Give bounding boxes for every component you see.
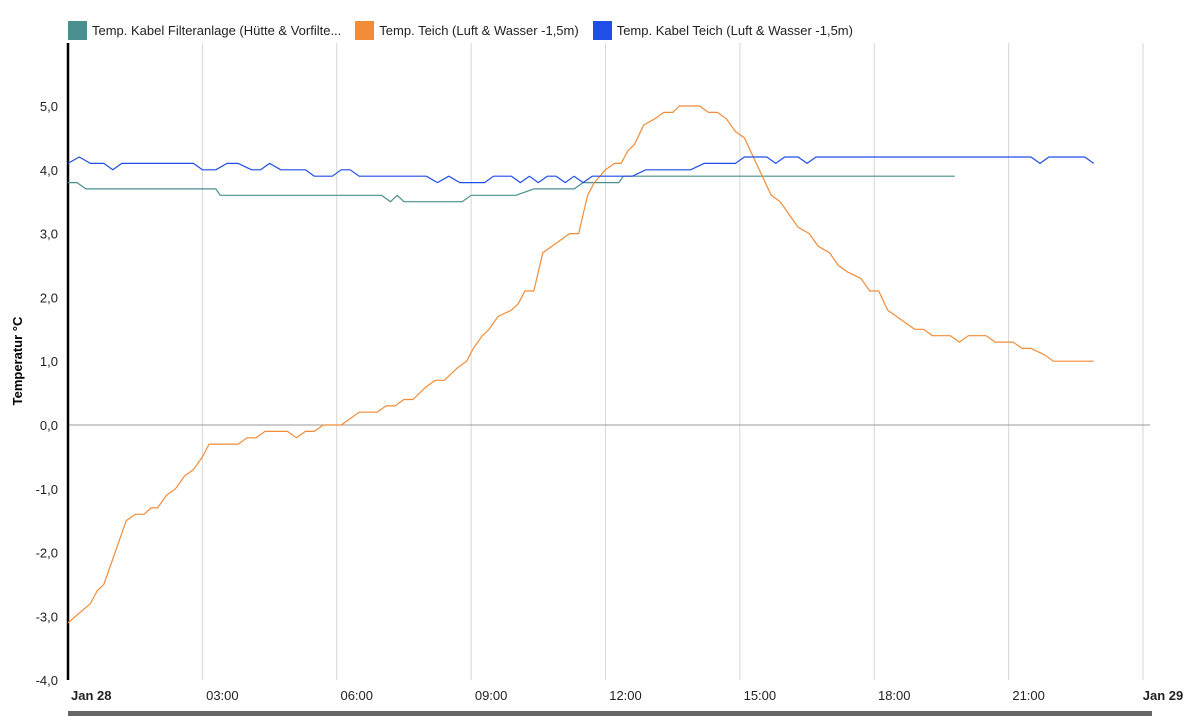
legend-swatch-teich [355, 20, 375, 40]
y-tick-label: -4,0 [36, 673, 58, 688]
series-line-0[interactable] [68, 175, 955, 203]
x-tick-label: 18:00 [878, 688, 911, 703]
legend-label-teich: Temp. Teich (Luft & Wasser -1,5m) [379, 22, 579, 38]
x-tick-label: 21:00 [1012, 688, 1045, 703]
legend-item-filteranlage[interactable]: Temp. Kabel Filteranlage (Hütte & Vorfil… [68, 20, 342, 40]
legend-label-filteranlage: Temp. Kabel Filteranlage (Hütte & Vorfil… [92, 22, 342, 38]
y-tick-label: 3,0 [40, 227, 58, 242]
y-axis-label: Temperatur °C [10, 316, 25, 405]
x-tick-label: 15:00 [744, 688, 777, 703]
series-line-2[interactable] [67, 156, 1095, 184]
y-tick-label: -3,0 [36, 609, 58, 624]
x-tick-label: Jan 29 [1143, 688, 1183, 703]
legend-swatch-kabel-teich [592, 20, 612, 40]
y-tick-label: 4,0 [40, 163, 58, 178]
y-tick-label: 2,0 [40, 290, 58, 305]
x-tick-label: 09:00 [475, 688, 508, 703]
legend-swatch-filteranlage [68, 20, 87, 40]
y-tick-label: 5,0 [40, 99, 58, 114]
x-tick-label: 03:00 [206, 688, 239, 703]
x-tick-label: Jan 28 [71, 688, 111, 703]
y-tick-label: -2,0 [36, 546, 58, 561]
chart-series [67, 105, 1095, 624]
chart-grid [201, 43, 1144, 680]
chart-axes [66, 43, 1152, 716]
legend-label-kabel-teich: Temp. Kabel Teich (Luft & Wasser -1,5m) [616, 22, 853, 38]
range-scrollbar[interactable] [68, 711, 1152, 716]
y-tick-label: 0,0 [40, 418, 58, 433]
legend-item-kabel-teich[interactable]: Temp. Kabel Teich (Luft & Wasser -1,5m) [592, 20, 853, 40]
y-tick-label: -1,0 [36, 482, 58, 497]
chart-tick-labels: Jan 28 03:00 06:00 09:00 12:00 15:00 18:00 21:0… [36, 99, 1184, 703]
legend-item-teich[interactable]: Temp. Teich (Luft & Wasser -1,5m) [355, 20, 579, 40]
chart-legend: Temp. Kabel Filteranlage (Hütte & Vorfil… [68, 19, 867, 41]
x-tick-label: 06:00 [340, 688, 373, 703]
series-line-1[interactable] [67, 105, 1094, 624]
x-tick-label: 12:00 [609, 688, 642, 703]
y-tick-label: 1,0 [40, 354, 58, 369]
